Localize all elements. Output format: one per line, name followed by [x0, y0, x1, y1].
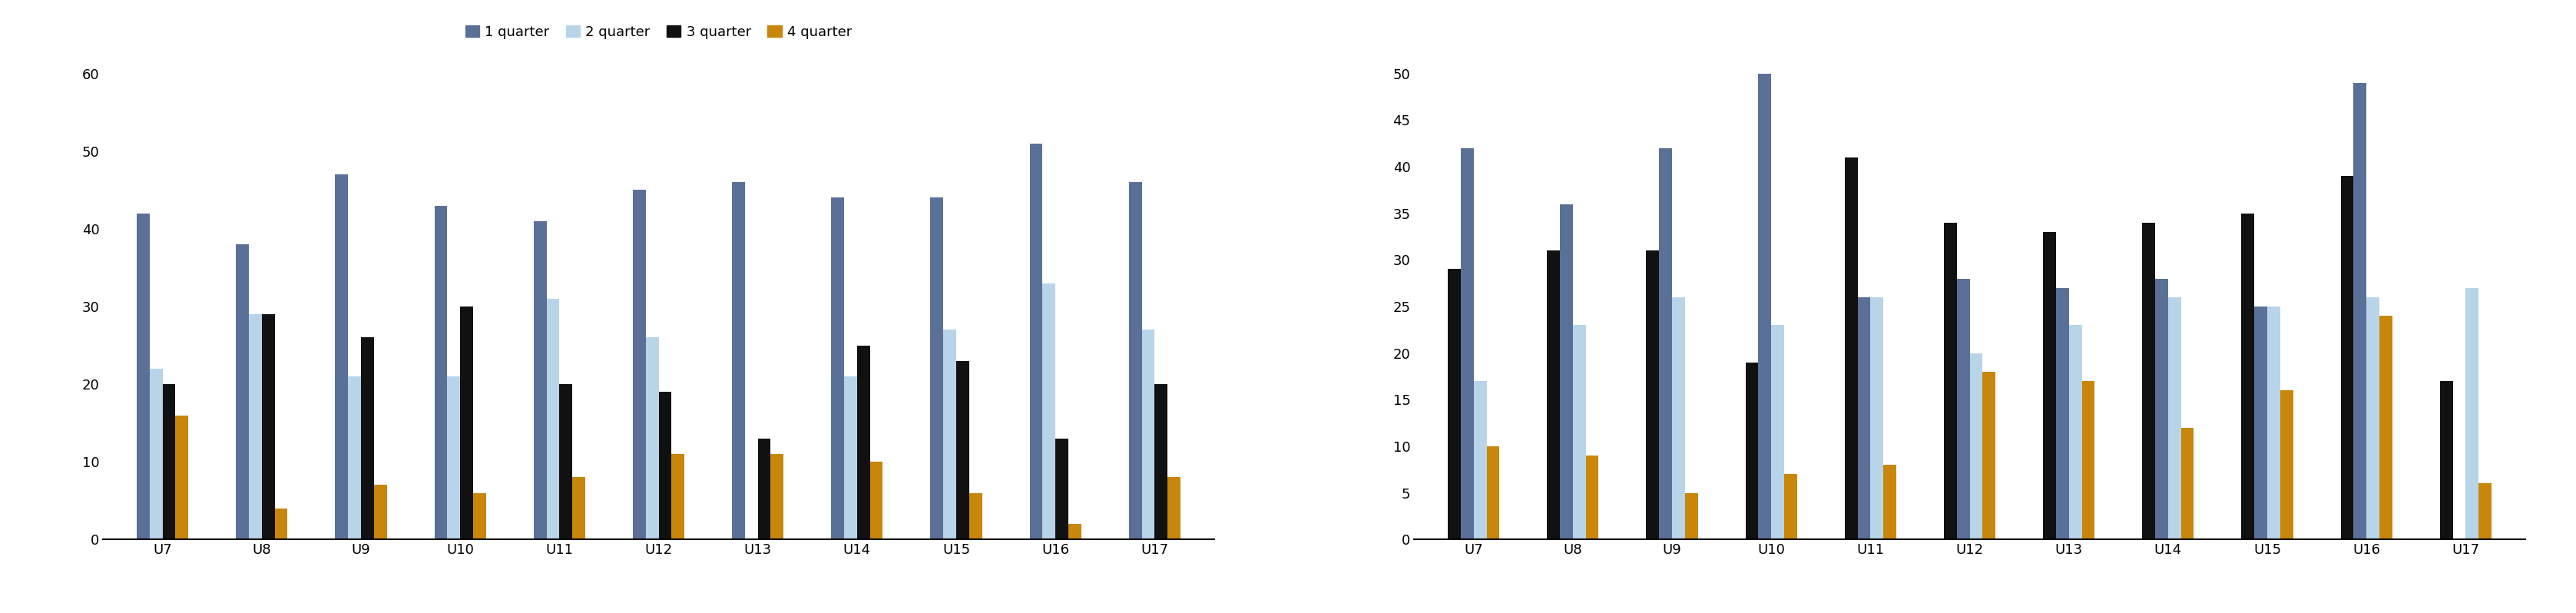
Bar [871, 462, 884, 539]
Bar [1981, 371, 1994, 539]
Bar [461, 306, 474, 539]
Bar [2043, 232, 2056, 539]
Bar [1584, 455, 1597, 539]
Bar [1883, 465, 1896, 539]
Bar [276, 508, 289, 539]
Bar [1486, 446, 1499, 539]
Bar [533, 221, 546, 539]
Bar [1685, 493, 1698, 539]
Bar [732, 182, 744, 539]
Bar [1558, 204, 1571, 539]
Bar [1672, 297, 1685, 539]
Bar [2081, 381, 2094, 539]
Bar [1056, 438, 1069, 539]
Bar [2378, 316, 2391, 539]
Bar [2241, 213, 2254, 539]
Bar [2267, 306, 2280, 539]
Bar [1141, 330, 1154, 539]
Bar [162, 384, 175, 539]
Bar [943, 330, 956, 539]
Bar [1043, 283, 1056, 539]
Bar [175, 415, 188, 539]
Bar [1167, 478, 1180, 539]
Bar [1857, 297, 1870, 539]
Bar [1030, 143, 1043, 539]
Bar [2056, 288, 2069, 539]
Bar [2478, 484, 2491, 539]
Bar [572, 478, 585, 539]
Bar [559, 384, 572, 539]
Bar [2254, 306, 2267, 539]
Bar [659, 392, 672, 539]
Bar [770, 454, 783, 539]
Bar [1783, 474, 1795, 539]
Bar [832, 198, 845, 539]
Bar [250, 314, 263, 539]
Bar [1646, 251, 1659, 539]
Bar [1955, 278, 1968, 539]
Bar [2352, 83, 2365, 539]
Bar [858, 345, 871, 539]
Bar [1659, 148, 1672, 539]
Bar [448, 376, 461, 539]
Bar [2166, 297, 2179, 539]
Bar [435, 205, 448, 539]
Bar [1128, 182, 1141, 539]
Bar [335, 175, 348, 539]
Bar [634, 190, 647, 539]
Bar [1069, 524, 1082, 539]
Bar [1757, 74, 1770, 539]
Bar [474, 493, 487, 539]
Bar [647, 338, 659, 539]
Bar [1448, 269, 1461, 539]
Bar [149, 368, 162, 539]
Bar [2280, 390, 2293, 539]
Bar [956, 361, 969, 539]
Bar [2339, 176, 2352, 539]
Bar [1942, 223, 1955, 539]
Bar [1154, 384, 1167, 539]
Bar [1870, 297, 1883, 539]
Bar [845, 376, 858, 539]
Bar [1968, 353, 1981, 539]
Bar [348, 376, 361, 539]
Bar [2465, 288, 2478, 539]
Bar [374, 485, 386, 539]
Bar [263, 314, 276, 539]
Bar [1770, 325, 1783, 539]
Bar [969, 493, 981, 539]
Bar [930, 198, 943, 539]
Bar [137, 213, 149, 539]
Legend: 1 quarter, 2 quarter, 3 quarter, 4 quarter: 1 quarter, 2 quarter, 3 quarter, 4 quart… [459, 20, 858, 45]
Bar [2141, 223, 2154, 539]
Bar [672, 454, 685, 539]
Bar [2069, 325, 2081, 539]
Bar [546, 299, 559, 539]
Bar [2154, 278, 2166, 539]
Bar [2179, 428, 2192, 539]
Bar [361, 338, 374, 539]
Bar [2365, 297, 2378, 539]
Bar [1546, 251, 1558, 539]
Bar [1571, 325, 1584, 539]
Bar [1744, 362, 1757, 539]
Bar [1473, 381, 1486, 539]
Bar [1844, 158, 1857, 539]
Bar [237, 245, 250, 539]
Bar [1461, 148, 1473, 539]
Bar [757, 438, 770, 539]
Bar [2439, 381, 2452, 539]
